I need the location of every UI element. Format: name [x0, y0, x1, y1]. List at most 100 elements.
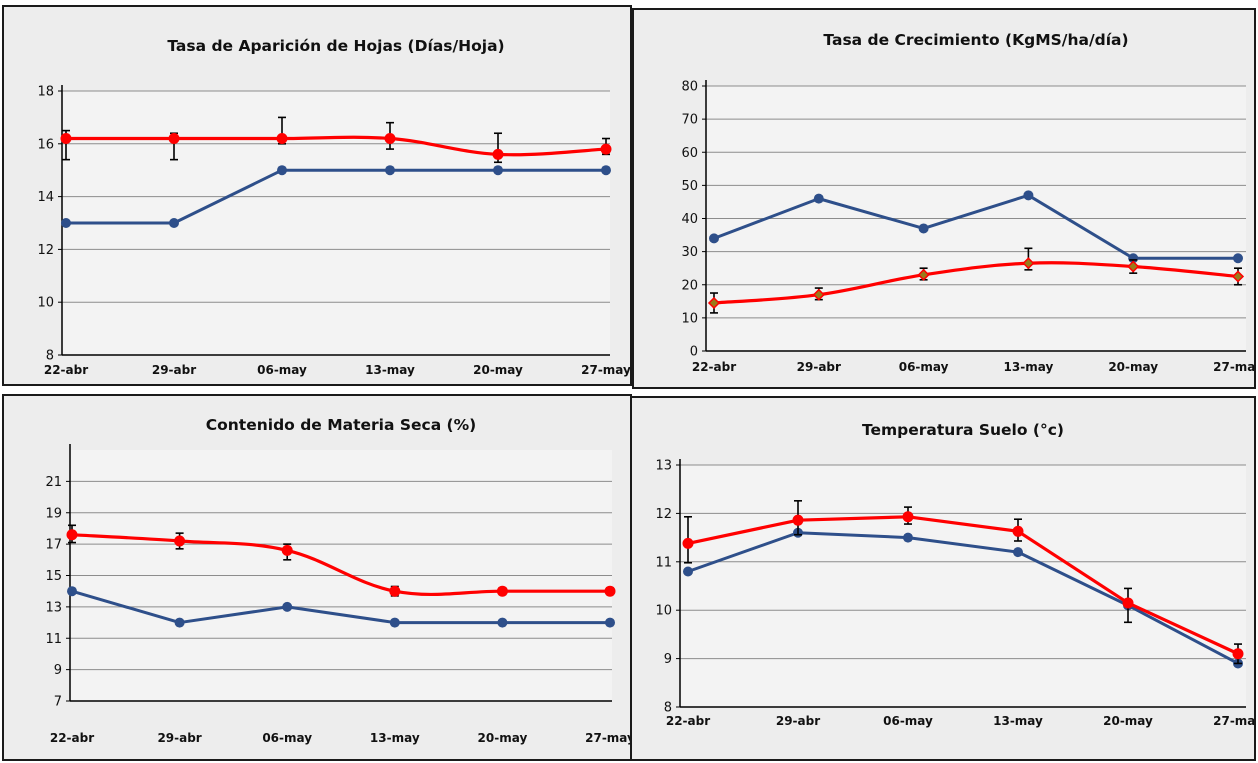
- y-tick-label: 16: [37, 137, 54, 152]
- data-point: [1022, 257, 1035, 270]
- y-tick-label: 19: [45, 506, 62, 521]
- data-point: [903, 532, 913, 543]
- data-point: [1127, 260, 1140, 273]
- x-tick-label: 27-may: [1213, 714, 1254, 728]
- y-tick-label: 30: [681, 245, 698, 260]
- series-line: [71, 533, 610, 597]
- y-tick-label: 12: [655, 507, 672, 522]
- data-point: [682, 537, 694, 549]
- data-point: [384, 133, 396, 145]
- chart-panel-soil-temperature: Temperatura Suelo (°c) 8 9 10 11 12 13 22-abr 29…: [630, 396, 1256, 761]
- data-point: [707, 296, 721, 310]
- chart-leaf-appearance: Tasa de Aparición de Hojas (Días/Hoja) 8 1…: [37, 37, 630, 377]
- y-tick-label: 8: [46, 349, 54, 364]
- x-tick-label: 22-abr: [50, 731, 94, 745]
- data-point: [1128, 253, 1139, 264]
- x-tick-label: 20-may: [1103, 714, 1153, 728]
- data-point: [497, 617, 508, 628]
- data-point: [281, 544, 293, 556]
- series-2: [707, 247, 1245, 314]
- series-line: [66, 168, 606, 225]
- data-point: [174, 535, 186, 547]
- y-tick-label: 40: [681, 212, 698, 227]
- y-tick-label: 18: [37, 85, 54, 100]
- data-point: [67, 586, 77, 597]
- chart-growth-rate: Tasa de Crecimiento (KgMS/ha/día) 0 10 20 30…: [681, 31, 1254, 374]
- x-tick-label: 29-abr: [797, 360, 841, 374]
- y-tick-label: 9: [54, 663, 62, 678]
- x-tick-label: 13-may: [365, 363, 415, 377]
- data-point: [1122, 597, 1134, 609]
- y-tick-label: 80: [681, 80, 698, 95]
- y-tick-label: 10: [681, 311, 698, 326]
- data-point: [169, 218, 179, 228]
- y-tick-label: 13: [655, 459, 672, 474]
- data-point: [917, 268, 930, 281]
- data-point: [902, 511, 914, 523]
- y-tick-label: 9: [664, 652, 672, 667]
- chart-title: Temperatura Suelo (°c): [862, 421, 1064, 439]
- data-point: [389, 617, 400, 628]
- data-point: [1233, 253, 1243, 264]
- series-1: [67, 586, 615, 628]
- data-point: [1231, 270, 1245, 283]
- x-tick-label: 06-may: [883, 714, 933, 728]
- x-tick-label: 20-may: [478, 731, 528, 745]
- chart-panel-dry-matter: Contenido de Materia Seca (%) 7 9 11 13 15 17 1…: [2, 394, 632, 761]
- y-tick-label: 50: [681, 179, 698, 194]
- x-tick-label: 20-may: [1108, 360, 1158, 374]
- x-tick-label: 22-abr: [666, 714, 710, 728]
- data-point: [812, 288, 825, 301]
- y-tick-label: 21: [45, 475, 62, 490]
- y-tick-label: 10: [37, 296, 54, 311]
- data-point: [600, 143, 612, 155]
- chart-soil-temperature: Temperatura Suelo (°c) 8 9 10 11 12 13 22-abr 29…: [655, 421, 1254, 728]
- y-tick-label: 11: [45, 632, 62, 647]
- x-tick-label: 27-may: [581, 363, 630, 377]
- x-tick-label: 29-abr: [152, 363, 196, 377]
- chart-title: Contenido de Materia Seca (%): [206, 416, 477, 434]
- y-tick-label: 17: [45, 538, 62, 553]
- x-tick-label: 13-may: [993, 714, 1043, 728]
- series-line: [687, 531, 1239, 665]
- data-point: [1232, 648, 1244, 660]
- data-point: [282, 601, 293, 612]
- series-2: [682, 500, 1244, 665]
- data-point: [683, 566, 693, 577]
- x-tick-label: 22-abr: [692, 360, 736, 374]
- data-point: [496, 585, 508, 597]
- data-point: [174, 617, 185, 628]
- data-point: [277, 165, 287, 176]
- data-point: [168, 133, 180, 145]
- series-line: [65, 135, 607, 157]
- y-tick-label: 15: [45, 569, 62, 584]
- y-tick-label: 7: [54, 695, 62, 710]
- x-tick-label: 06-may: [899, 360, 949, 374]
- x-tick-label: 06-may: [257, 363, 307, 377]
- x-tick-label: 27-may: [1213, 360, 1254, 374]
- x-tick-label: 06-may: [262, 731, 312, 745]
- data-point: [918, 223, 929, 234]
- series-2: [60, 116, 612, 164]
- x-tick-label: 22-abr: [44, 363, 88, 377]
- data-point: [605, 617, 615, 628]
- x-tick-label: 13-may: [370, 731, 420, 745]
- data-point: [60, 133, 72, 145]
- series-line: [713, 261, 1239, 305]
- data-point: [813, 193, 824, 204]
- data-point: [709, 233, 719, 244]
- series-line: [71, 589, 610, 625]
- y-tick-label: 0: [690, 345, 698, 360]
- plot-area: [680, 465, 1246, 707]
- chart-panel-leaf-appearance: Tasa de Aparición de Hojas (Días/Hoja) 8 1…: [2, 5, 632, 386]
- series-2: [66, 524, 616, 597]
- series-line: [713, 193, 1238, 260]
- chart-title: Tasa de Aparición de Hojas (Días/Hoja): [167, 37, 504, 55]
- data-point: [1012, 525, 1024, 537]
- data-point: [604, 585, 616, 597]
- x-tick-label: 29-abr: [776, 714, 820, 728]
- data-point: [492, 148, 504, 160]
- data-point: [792, 514, 804, 526]
- data-point: [61, 218, 71, 228]
- x-tick-label: 20-may: [473, 363, 523, 377]
